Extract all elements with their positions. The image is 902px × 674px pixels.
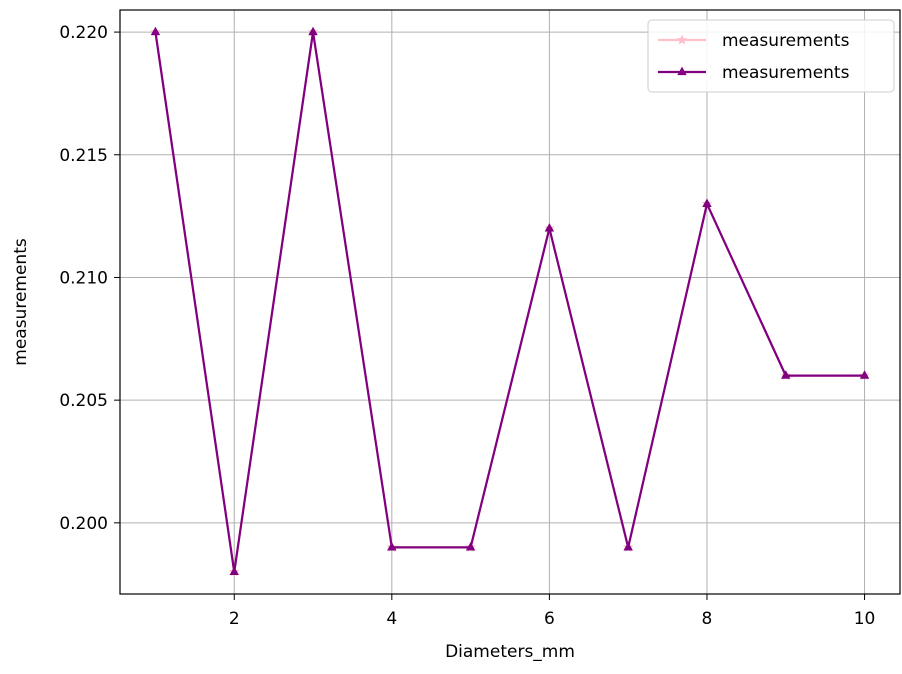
series-line xyxy=(154,30,865,574)
legend-frame xyxy=(647,19,895,93)
y-tick-label: 0.210 xyxy=(59,268,108,288)
series-1 xyxy=(150,26,870,577)
x-tick-label: 10 xyxy=(854,609,876,629)
x-tick-label: 4 xyxy=(386,609,397,629)
legend-label: measurements xyxy=(722,63,850,83)
data-point xyxy=(781,370,791,379)
data-point xyxy=(308,26,318,36)
x-axis-label: Diameters_mm xyxy=(445,642,575,662)
data-point xyxy=(465,542,476,551)
data-point xyxy=(859,370,870,379)
plot-frame xyxy=(119,9,901,595)
x-tick-label: 6 xyxy=(544,609,555,629)
legend: measurements measurements xyxy=(647,19,895,93)
x-tick-label: 8 xyxy=(702,609,713,629)
y-tick-label: 0.200 xyxy=(59,514,108,534)
data-point xyxy=(150,26,161,36)
data-point xyxy=(387,542,397,551)
data-point xyxy=(229,566,239,576)
data-point xyxy=(544,223,555,232)
legend-label: measurements xyxy=(722,31,850,51)
x-tick-label: 2 xyxy=(229,609,240,629)
y-tick-label: 0.205 xyxy=(59,391,108,411)
data-point xyxy=(702,198,712,207)
series-2 xyxy=(150,26,870,576)
axis-ticks: 2 4 6 8 10 0.200 0.205 0.210 0.215 0.220 xyxy=(59,23,875,629)
legend-marker xyxy=(677,66,687,76)
y-axis-label: measurements xyxy=(11,238,31,366)
series-layer xyxy=(150,26,870,577)
grid xyxy=(120,10,900,594)
y-tick-label: 0.220 xyxy=(59,23,108,43)
data-point xyxy=(623,542,633,551)
legend-marker xyxy=(676,34,688,45)
y-tick-label: 0.215 xyxy=(59,146,108,166)
series-line xyxy=(154,30,865,574)
